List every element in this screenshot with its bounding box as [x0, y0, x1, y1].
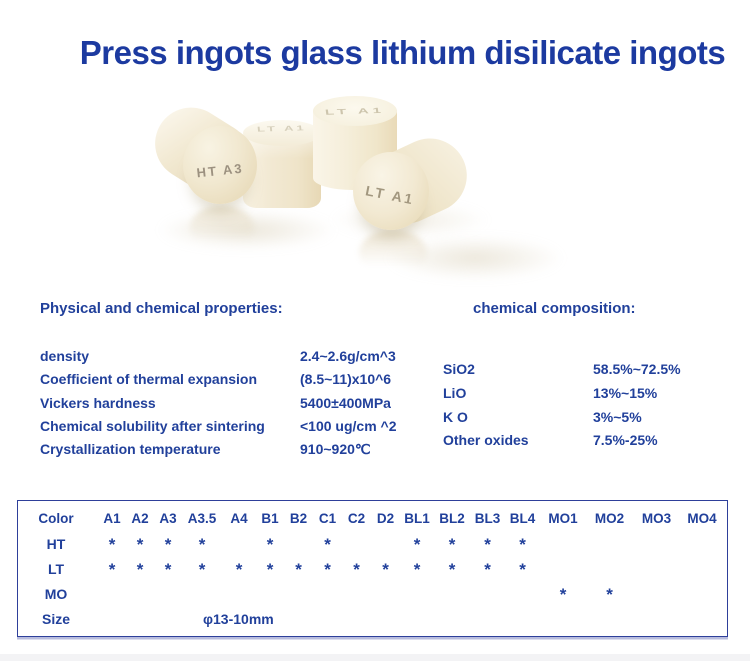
spec-value: (8.5~11)x10^6: [300, 371, 392, 388]
availability-mark: *: [413, 559, 421, 579]
row-label-MO: MO: [44, 585, 68, 602]
spec-value: 3%~5%: [593, 408, 642, 425]
column-header-C2: C2: [347, 511, 366, 526]
column-header-BL2: BL2: [439, 511, 465, 526]
column-header-MO1: MO1: [548, 511, 578, 526]
column-header-D2: D2: [376, 511, 395, 526]
column-header-C1: C1: [318, 511, 337, 526]
column-header-B1: B1: [261, 511, 279, 526]
size-value: φ13-10mm: [203, 610, 274, 627]
bottom-strip: [0, 654, 750, 661]
availability-mark: *: [235, 559, 243, 579]
availability-mark: *: [606, 584, 613, 604]
ingot-label: HT A3: [196, 160, 245, 180]
availability-mark: *: [266, 534, 274, 554]
availability-mark: *: [519, 534, 526, 554]
chemical-composition-heading: chemical composition:: [473, 300, 636, 317]
row-label-LT: LT: [47, 560, 65, 577]
availability-mark: *: [382, 559, 389, 579]
spec-row: K O 3%~5%: [443, 406, 743, 430]
column-header-A2: A2: [131, 511, 149, 526]
row-label-HT: HT: [46, 535, 66, 552]
ingot-face-left: HT A3: [183, 126, 257, 204]
availability-mark: *: [484, 534, 491, 554]
physical-properties-heading: Physical and chemical properties:: [40, 300, 283, 317]
availability-mark: *: [295, 559, 302, 579]
spec-value: <100 ug/cm ^2: [300, 417, 397, 434]
column-header-A4: A4: [230, 511, 248, 526]
availability-mark: *: [164, 559, 172, 579]
availability-mark: *: [324, 559, 331, 579]
spec-value: 13%~15%: [593, 384, 658, 401]
spec-value: 7.5%-25%: [593, 432, 658, 449]
availability-mark: *: [353, 559, 360, 579]
ingot-label: LT A1: [364, 182, 417, 208]
spec-label: Crystallization temperature: [40, 441, 221, 458]
availability-mark: *: [448, 559, 456, 579]
spec-value: 5400±400MPa: [300, 394, 391, 411]
ingot-standing-mid-top: LT A1: [243, 120, 321, 146]
ingot-standing-tall-top: LT A1: [313, 96, 397, 126]
spec-label: LiO: [443, 384, 467, 401]
spec-label: Other oxides: [443, 432, 529, 449]
column-header-BL1: BL1: [404, 511, 430, 526]
spec-label: density: [40, 348, 90, 364]
row-label-size: Size: [41, 610, 70, 627]
spec-row: Chemical solubility after sintering <100…: [40, 415, 470, 438]
availability-mark: *: [108, 559, 116, 579]
spec-row: density 2.4~2.6g/cm^3: [40, 345, 470, 368]
availability-mark: *: [108, 534, 116, 554]
column-header-BL3: BL3: [474, 511, 501, 526]
ingot-face-right: LT A1: [353, 152, 429, 230]
availability-mark: *: [324, 534, 331, 554]
spec-label: K O: [443, 408, 468, 425]
availability-mark: *: [198, 559, 206, 579]
physical-properties-list: density 2.4~2.6g/cm^3 Coefficient of the…: [40, 345, 470, 461]
availability-mark: *: [559, 584, 567, 604]
reflection-face-right: [359, 230, 427, 276]
column-header-MO4: MO4: [687, 511, 717, 526]
spec-label: SiO2: [443, 361, 475, 377]
spec-row: Vickers hardness 5400±400MPa: [40, 392, 470, 415]
spec-row: Crystallization temperature 910~920℃: [40, 438, 470, 461]
product-photo: LT A1 LT A1 HT A3 LT A1: [95, 80, 625, 292]
column-header-A3.5: A3.5: [187, 511, 217, 526]
spec-row: Coefficient of thermal expansion (8.5~11…: [40, 368, 470, 391]
availability-mark: *: [164, 534, 172, 554]
page-title: Press ingots glass lithium disilicate in…: [79, 34, 726, 72]
ingot-label: LT A1: [256, 123, 308, 134]
spec-value: 910~920℃: [300, 441, 371, 458]
spec-row: LiO 13%~15%: [443, 382, 743, 406]
chemical-composition-list: SiO2 58.5%~72.5% LiO 13%~15% K O 3%~5% O…: [443, 358, 743, 453]
availability-mark: *: [136, 534, 144, 554]
column-header-A1: A1: [103, 511, 121, 526]
column-header-B2: B2: [289, 511, 308, 526]
availability-mark: *: [484, 559, 491, 579]
availability-mark: *: [519, 559, 526, 579]
availability-mark: *: [413, 534, 421, 554]
availability-mark: *: [266, 559, 274, 579]
column-header-BL4: BL4: [509, 511, 536, 526]
spec-label: Chemical solubility after sintering: [40, 417, 265, 434]
spec-row: SiO2 58.5%~72.5%: [443, 358, 743, 382]
ingot-label: LT A1: [324, 105, 386, 117]
reflection-face-left: [190, 206, 254, 248]
spec-value: 58.5%~72.5%: [593, 361, 681, 377]
column-header-MO2: MO2: [594, 511, 625, 526]
availability-mark: *: [448, 534, 456, 554]
availability-mark: *: [198, 534, 206, 554]
column-header-A3: A3: [159, 511, 177, 526]
availability-mark: *: [136, 559, 144, 579]
column-header-MO3: MO3: [641, 511, 672, 526]
spec-label: Vickers hardness: [40, 394, 156, 411]
spec-value: 2.4~2.6g/cm^3: [300, 348, 396, 364]
column-header-color: Color: [38, 511, 74, 526]
spec-row: Other oxides 7.5%-25%: [443, 429, 743, 453]
availability-table: Color A1 A2 A3 A3.5 A4 B1 B2 C1 C2 D2 BL1 BL2 BL3 BL4 M…: [17, 500, 728, 637]
spec-label: Coefficient of thermal expansion: [40, 371, 258, 388]
